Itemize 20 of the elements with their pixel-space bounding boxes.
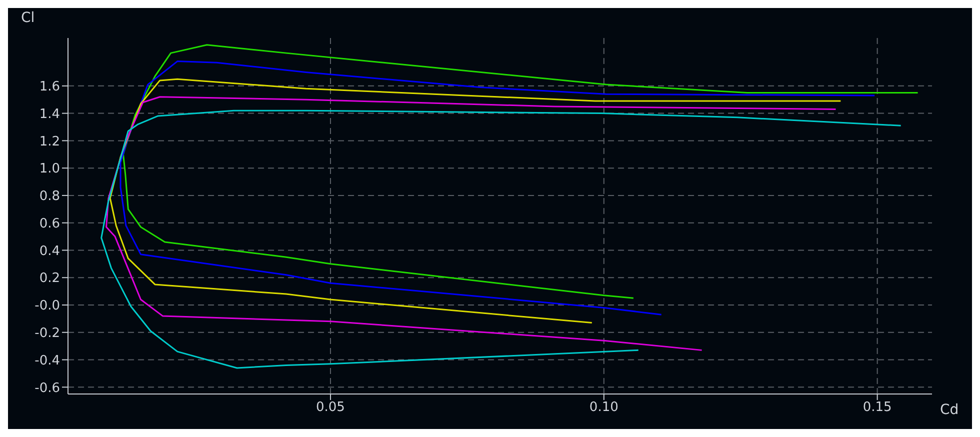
y-tick-label: 1.2 (39, 134, 60, 150)
y-tick-label: -0.4 (34, 353, 60, 368)
y-tick-label: 0.2 (39, 271, 60, 286)
line-series (122, 44, 919, 299)
y-tick-label: 1.6 (39, 80, 60, 95)
y-tick-label: -0.2 (34, 326, 60, 341)
y-tick-label: -0.6 (34, 380, 60, 396)
y-tick-label: 0.8 (39, 189, 60, 204)
x-tick-label: 0.10 (589, 400, 618, 416)
y-tick-label: 0.6 (39, 216, 60, 232)
line-series (106, 96, 837, 351)
x-tick-label: 0.15 (862, 400, 892, 416)
x-tick-label: 0.05 (316, 400, 345, 416)
y-axis-title: Cl (21, 10, 35, 26)
line-series (100, 110, 902, 369)
y-tick-label: 1.4 (39, 106, 60, 122)
y-tick-label: 0.4 (39, 244, 60, 259)
y-tick-label: -0.0 (34, 298, 60, 314)
x-axis-title: Cd (940, 402, 959, 418)
y-tick-label: 1.0 (39, 162, 60, 177)
